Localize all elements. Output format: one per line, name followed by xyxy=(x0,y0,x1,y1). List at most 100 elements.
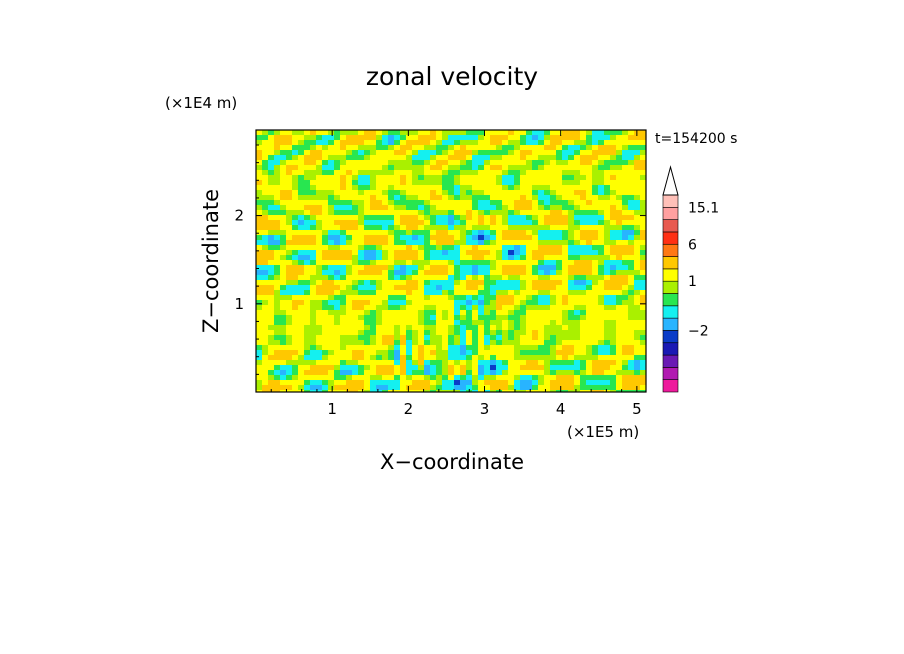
field-cell xyxy=(322,200,329,206)
field-cell xyxy=(580,325,587,331)
field-cell xyxy=(466,340,473,346)
field-cell xyxy=(382,390,389,392)
field-cell xyxy=(502,260,509,266)
field-cell xyxy=(496,330,503,336)
field-cell xyxy=(562,235,569,241)
field-cell xyxy=(394,365,401,371)
field-cell xyxy=(400,265,407,271)
field-cell xyxy=(586,140,593,146)
field-cell xyxy=(496,150,503,156)
field-cell xyxy=(502,360,509,366)
field-cell xyxy=(286,335,293,341)
field-cell xyxy=(508,180,515,186)
field-cell xyxy=(352,205,359,211)
field-cell xyxy=(502,300,509,306)
field-cell xyxy=(454,280,461,286)
field-cell xyxy=(634,365,641,371)
field-cell xyxy=(592,385,599,391)
field-cell xyxy=(298,260,305,266)
field-cell xyxy=(598,365,605,371)
field-cell xyxy=(388,170,395,176)
field-cell xyxy=(592,150,599,156)
field-cell xyxy=(496,130,503,136)
field-cell xyxy=(256,305,263,311)
colorbar-swatch xyxy=(662,194,679,208)
field-cell xyxy=(316,140,323,146)
field-cell xyxy=(274,285,281,291)
field-cell xyxy=(286,200,293,206)
field-cell xyxy=(598,140,605,146)
field-cell xyxy=(268,270,275,276)
field-cell xyxy=(520,285,527,291)
field-cell xyxy=(280,370,287,376)
field-cell xyxy=(262,270,269,276)
field-cell xyxy=(268,150,275,156)
field-cell xyxy=(526,210,533,216)
field-cell xyxy=(586,230,593,236)
field-cell xyxy=(388,150,395,156)
field-cell xyxy=(544,255,551,261)
x-tick-label: 5 xyxy=(632,400,642,418)
field-cell xyxy=(370,230,377,236)
field-cell xyxy=(394,295,401,301)
field-cell xyxy=(592,190,599,196)
field-cell xyxy=(502,205,509,211)
field-cell xyxy=(490,235,497,241)
field-cell xyxy=(550,270,557,276)
field-cell xyxy=(640,215,646,221)
field-cell xyxy=(472,380,479,386)
field-cell xyxy=(316,155,323,161)
field-cell xyxy=(394,250,401,256)
field-cell xyxy=(256,185,263,191)
colorbar-swatch xyxy=(662,243,679,257)
field-cell xyxy=(610,245,617,251)
field-cell xyxy=(370,310,377,316)
field-cell xyxy=(628,185,635,191)
field-cell xyxy=(400,200,407,206)
field-cell xyxy=(532,145,539,151)
field-cell xyxy=(316,295,323,301)
field-cell xyxy=(526,300,533,306)
field-cell xyxy=(604,135,611,141)
field-cell xyxy=(328,215,335,221)
field-cell xyxy=(538,300,545,306)
field-cell xyxy=(574,280,581,286)
field-cell xyxy=(502,190,509,196)
field-cell xyxy=(262,340,269,346)
field-cell xyxy=(418,380,425,386)
field-cell xyxy=(268,305,275,311)
field-cell xyxy=(574,305,581,311)
field-cell xyxy=(442,350,449,356)
field-cell xyxy=(592,255,599,261)
field-cell xyxy=(610,390,617,392)
field-cell xyxy=(400,300,407,306)
field-cell xyxy=(442,210,449,216)
field-cell xyxy=(502,145,509,151)
field-cell xyxy=(316,230,323,236)
field-cell xyxy=(442,375,449,381)
field-cell xyxy=(322,255,329,261)
field-cell xyxy=(502,150,509,156)
field-cell xyxy=(580,235,587,241)
field-cell xyxy=(592,145,599,151)
field-cell xyxy=(514,245,521,251)
field-cell xyxy=(436,180,443,186)
time-label: t=154200 s xyxy=(655,131,737,147)
field-cell xyxy=(622,140,629,146)
field-cell xyxy=(262,385,269,391)
field-cell xyxy=(412,195,419,201)
field-cell xyxy=(598,230,605,236)
field-cell xyxy=(406,255,413,261)
field-cell xyxy=(502,240,509,246)
field-cell xyxy=(424,130,431,136)
field-cell xyxy=(430,145,437,151)
field-cell xyxy=(406,135,413,141)
field-cell xyxy=(298,250,305,256)
field-cell xyxy=(508,230,515,236)
field-cell xyxy=(256,290,263,296)
field-cell xyxy=(544,250,551,256)
field-cell xyxy=(484,355,491,361)
field-cell xyxy=(370,335,377,341)
field-cell xyxy=(604,230,611,236)
field-cell xyxy=(370,245,377,251)
